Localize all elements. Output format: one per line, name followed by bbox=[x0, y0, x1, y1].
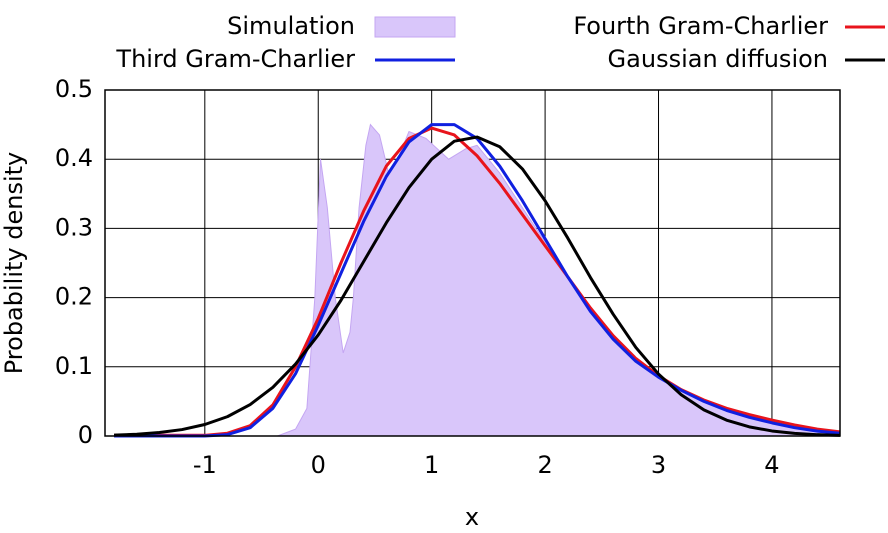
legend-label: Fourth Gram-Charlier bbox=[573, 12, 828, 40]
x-tick-label: 1 bbox=[424, 451, 439, 479]
y-axis-label: Probability density bbox=[0, 152, 28, 375]
y-tick-label: 0.3 bbox=[55, 213, 93, 241]
x-tick-label: 0 bbox=[311, 451, 326, 479]
x-tick-label: 2 bbox=[537, 451, 552, 479]
y-tick-label: 0.1 bbox=[55, 352, 93, 380]
line bbox=[114, 126, 841, 437]
y-tick-label: 0.4 bbox=[55, 144, 93, 172]
legend-label: Gaussian diffusion bbox=[608, 45, 828, 73]
area bbox=[277, 123, 841, 437]
legend-label: Third Gram-Charlier bbox=[115, 45, 355, 73]
x-tick-label: 4 bbox=[764, 451, 779, 479]
y-tick-label: 0.5 bbox=[55, 75, 93, 103]
legend-label: Simulation bbox=[227, 12, 355, 40]
y-tick-label: 0 bbox=[78, 421, 93, 449]
plot-frame bbox=[104, 89, 841, 437]
line bbox=[114, 135, 841, 437]
y-tick-label: 0.2 bbox=[55, 283, 93, 311]
x-axis-label: x bbox=[465, 503, 479, 531]
x-tick-label: 3 bbox=[651, 451, 666, 479]
x-tick-label: -1 bbox=[193, 451, 217, 479]
legend-swatch bbox=[374, 16, 456, 38]
